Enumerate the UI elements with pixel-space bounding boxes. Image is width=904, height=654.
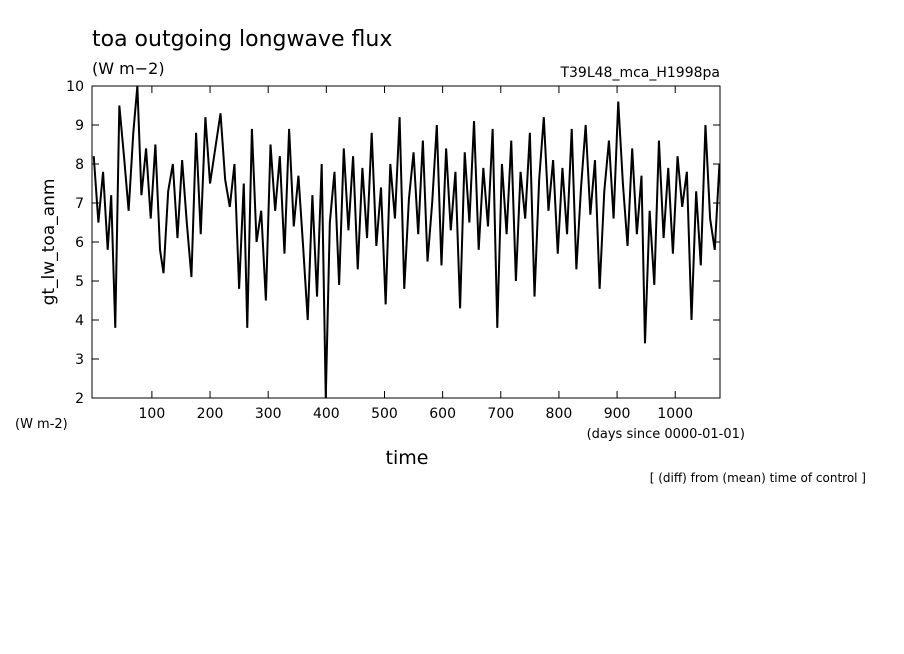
y-tick-label: 7 [75, 196, 84, 212]
x-tick-label: 800 [546, 406, 573, 422]
x-tick-label: 500 [371, 406, 398, 422]
x-tick-label: 600 [429, 406, 456, 422]
x-tick-label: 200 [197, 406, 224, 422]
y-unit: (W m-2) [15, 417, 68, 432]
data-line [92, 85, 721, 399]
x-tick-label: 100 [139, 406, 166, 422]
y-tick-label: 4 [75, 313, 84, 329]
y-tick-label: 9 [75, 118, 84, 134]
chart-subtitle: (W m−2) [92, 59, 165, 78]
x-tick-label: 400 [313, 406, 340, 422]
y-tick-label: 3 [75, 352, 84, 368]
y-tick-label: 6 [75, 235, 84, 251]
x-axis-label: time [386, 447, 429, 469]
y-tick-label: 2 [75, 391, 84, 407]
x-tick-label: 700 [487, 406, 514, 422]
note: [ (diff) from (mean) time of control ] [650, 471, 866, 485]
y-axis-label: gt_lw_toa_anm [39, 179, 59, 306]
x-unit: (days since 0000-01-01) [587, 427, 745, 442]
run-label: T39L48_mca_H1998pa [559, 65, 720, 81]
y-tick-label: 5 [75, 274, 84, 290]
x-tick-label: 300 [255, 406, 282, 422]
y-tick-label: 8 [75, 157, 84, 173]
x-tick-label: 900 [604, 406, 631, 422]
x-tick-label: 1000 [657, 406, 693, 422]
chart-title: toa outgoing longwave flux [92, 27, 392, 52]
y-tick-label: 10 [66, 79, 84, 95]
